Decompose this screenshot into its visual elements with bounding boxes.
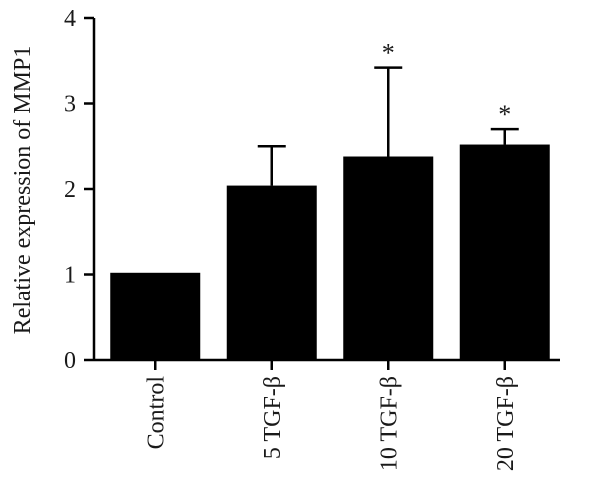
y-ticks-layer: 0 1 2 3 4 [64,6,94,374]
x-ticks-layer: Control 5 TGF-β 10 TGF-β 20 TGF-β [143,360,519,471]
bar [459,144,550,360]
y-axis-title: Relative expression of MMP1 [10,46,36,335]
y-tick-label: 4 [64,6,76,32]
y-tick-label: 0 [64,348,76,374]
x-category-label: 20 TGF-β [493,376,519,471]
x-category-label: 10 TGF-β [376,376,402,471]
bars-layer [110,144,550,360]
y-tick-label: 1 [64,263,76,289]
x-category-label: 5 TGF-β [260,376,286,459]
error-bars-layer [257,66,519,186]
significance-marker: * [498,100,511,129]
significance-layer: ** [382,39,512,130]
y-tick-label: 2 [64,177,76,203]
bar [110,272,201,360]
bar [343,156,434,360]
y-tick-label: 3 [64,92,76,118]
x-category-label: Control [143,376,169,450]
bar [226,185,317,360]
significance-marker: * [382,39,395,68]
